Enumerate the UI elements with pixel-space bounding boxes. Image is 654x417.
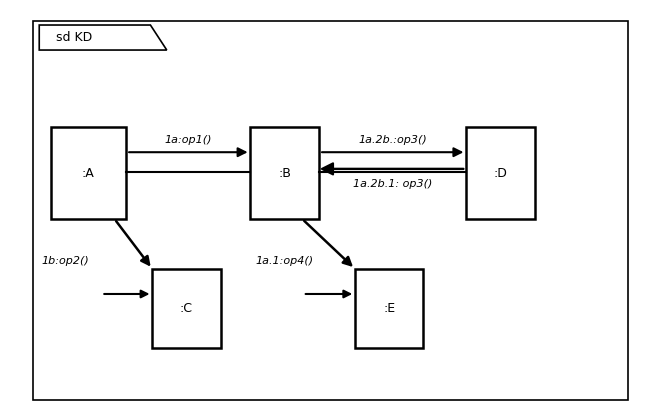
Bar bbox=[152, 269, 220, 348]
Text: sd KD: sd KD bbox=[56, 31, 92, 44]
Bar bbox=[466, 127, 535, 219]
Text: :B: :B bbox=[278, 166, 291, 180]
Text: 1b:op2(): 1b:op2() bbox=[41, 256, 90, 266]
Polygon shape bbox=[39, 25, 167, 50]
Text: 1a:op1(): 1a:op1() bbox=[165, 135, 212, 145]
Text: :A: :A bbox=[82, 166, 95, 180]
Bar bbox=[51, 127, 126, 219]
Text: :D: :D bbox=[493, 166, 508, 180]
Text: 1a.1:op4(): 1a.1:op4() bbox=[256, 256, 313, 266]
Text: :E: :E bbox=[383, 302, 395, 315]
Text: :C: :C bbox=[180, 302, 193, 315]
Bar bbox=[354, 269, 424, 348]
Text: 1a.2b.:op3(): 1a.2b.:op3() bbox=[358, 135, 427, 145]
Text: 1a.2b.1: op3(): 1a.2b.1: op3() bbox=[353, 179, 432, 189]
Bar bbox=[250, 127, 319, 219]
